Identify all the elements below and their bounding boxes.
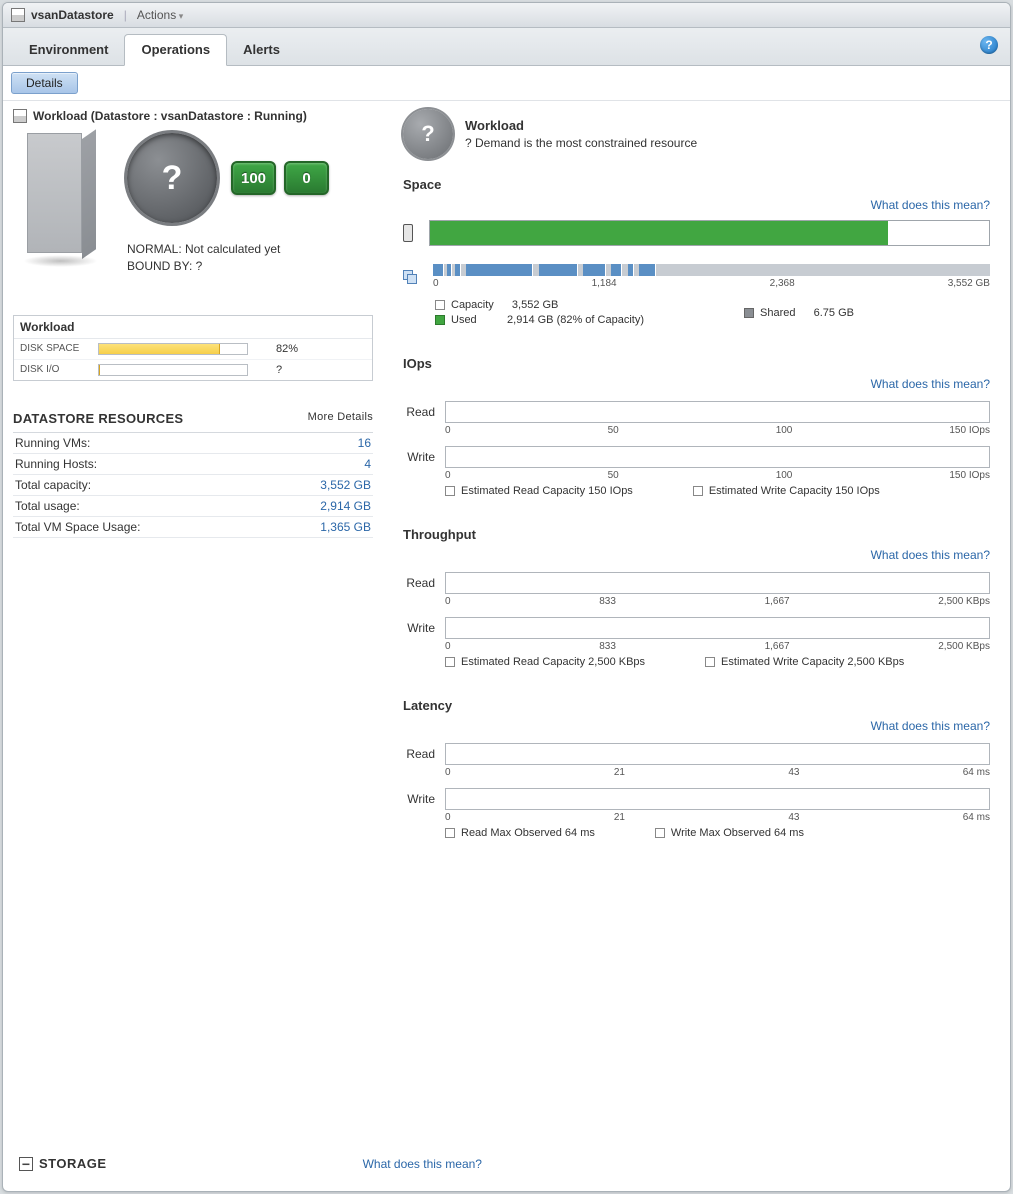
what-link-space[interactable]: What does this mean? <box>403 198 990 212</box>
tab-alerts[interactable]: Alerts <box>227 35 296 65</box>
resource-row: Running VMs:16 <box>13 433 373 454</box>
storage-footer: − STORAGE What does this mean? <box>19 1156 482 1171</box>
metric-row-write: Write <box>403 617 990 639</box>
help-icon[interactable]: ? <box>980 36 998 54</box>
actions-menu[interactable]: Actions <box>137 8 183 22</box>
metric-row-read: Read <box>403 743 990 765</box>
tab-environment[interactable]: Environment <box>13 35 124 65</box>
status-text: NORMAL: Not calculated yet BOUND BY: ? <box>127 241 329 275</box>
iops-title: IOps <box>403 356 990 371</box>
metric-bar <box>445 617 990 639</box>
resource-row: Running Hosts:4 <box>13 454 373 475</box>
workload-gear-badge: ? <box>127 133 217 223</box>
space-axis: 01,1842,3683,552 GB <box>433 278 990 289</box>
workload-box-title: Workload <box>14 316 372 339</box>
workload-subtitle: ? Demand is the most constrained resourc… <box>465 136 697 150</box>
shared-icon <box>403 270 417 284</box>
swatch-capacity <box>435 300 445 310</box>
workload-row: DISK I/O ? <box>14 359 372 380</box>
resource-row: Total capacity:3,552 GB <box>13 475 373 496</box>
metric-row-read: Read <box>403 401 990 423</box>
datastore-icon <box>11 8 25 22</box>
sub-toolbar: Details <box>3 66 1010 101</box>
metric-bar <box>445 401 990 423</box>
what-link-iops[interactable]: What does this mean? <box>403 377 990 391</box>
swatch-used <box>435 315 445 325</box>
resources-table: Running VMs:16Running Hosts:4Total capac… <box>13 432 373 538</box>
workload-title: Workload <box>465 118 697 133</box>
metric-row-write: Write <box>403 446 990 468</box>
workload-box: Workload DISK SPACE 82% DISK I/O ? <box>13 315 373 381</box>
metric-bar <box>445 572 990 594</box>
device-icon <box>403 224 413 242</box>
metric-bar <box>445 743 990 765</box>
what-link-storage[interactable]: What does this mean? <box>363 1157 482 1171</box>
more-details-link[interactable]: More Details <box>308 411 373 423</box>
workload-header: ? Workload ? Demand is the most constrai… <box>403 109 990 159</box>
metric-row-write: Write <box>403 788 990 810</box>
throughput-title: Throughput <box>403 527 990 542</box>
tab-operations[interactable]: Operations <box>124 34 227 66</box>
health-badge: 100 <box>231 161 276 195</box>
risk-badge: 0 <box>284 161 329 195</box>
workload-row: DISK SPACE 82% <box>14 339 372 359</box>
space-usage-stripe <box>433 264 990 276</box>
workload-bar <box>98 343 248 355</box>
swatch-shared <box>744 308 754 318</box>
workload-panel-title: Workload (Datastore : vsanDatastore : Ru… <box>13 109 373 123</box>
primary-tabs: Environment Operations Alerts ? <box>3 28 1010 66</box>
collapse-icon[interactable]: − <box>19 1157 33 1171</box>
what-link-throughput[interactable]: What does this mean? <box>403 548 990 562</box>
gear-icon: ? <box>403 109 453 159</box>
datastore-3d-icon <box>17 133 97 263</box>
metric-bar <box>445 788 990 810</box>
title-bar: vsanDatastore | Actions <box>3 3 1010 28</box>
metric-row-read: Read <box>403 572 990 594</box>
space-title: Space <box>403 177 990 192</box>
details-button[interactable]: Details <box>11 72 78 94</box>
latency-title: Latency <box>403 698 990 713</box>
workload-bar <box>98 364 248 376</box>
resources-title: DATASTORE RESOURCES More Details <box>13 411 373 426</box>
metric-bar <box>445 446 990 468</box>
object-name: vsanDatastore <box>31 8 114 22</box>
resource-row: Total usage:2,914 GB <box>13 496 373 517</box>
what-link-latency[interactable]: What does this mean? <box>403 719 990 733</box>
space-capacity-bar <box>429 220 990 246</box>
resource-row: Total VM Space Usage:1,365 GB <box>13 517 373 538</box>
datastore-icon <box>13 109 27 123</box>
